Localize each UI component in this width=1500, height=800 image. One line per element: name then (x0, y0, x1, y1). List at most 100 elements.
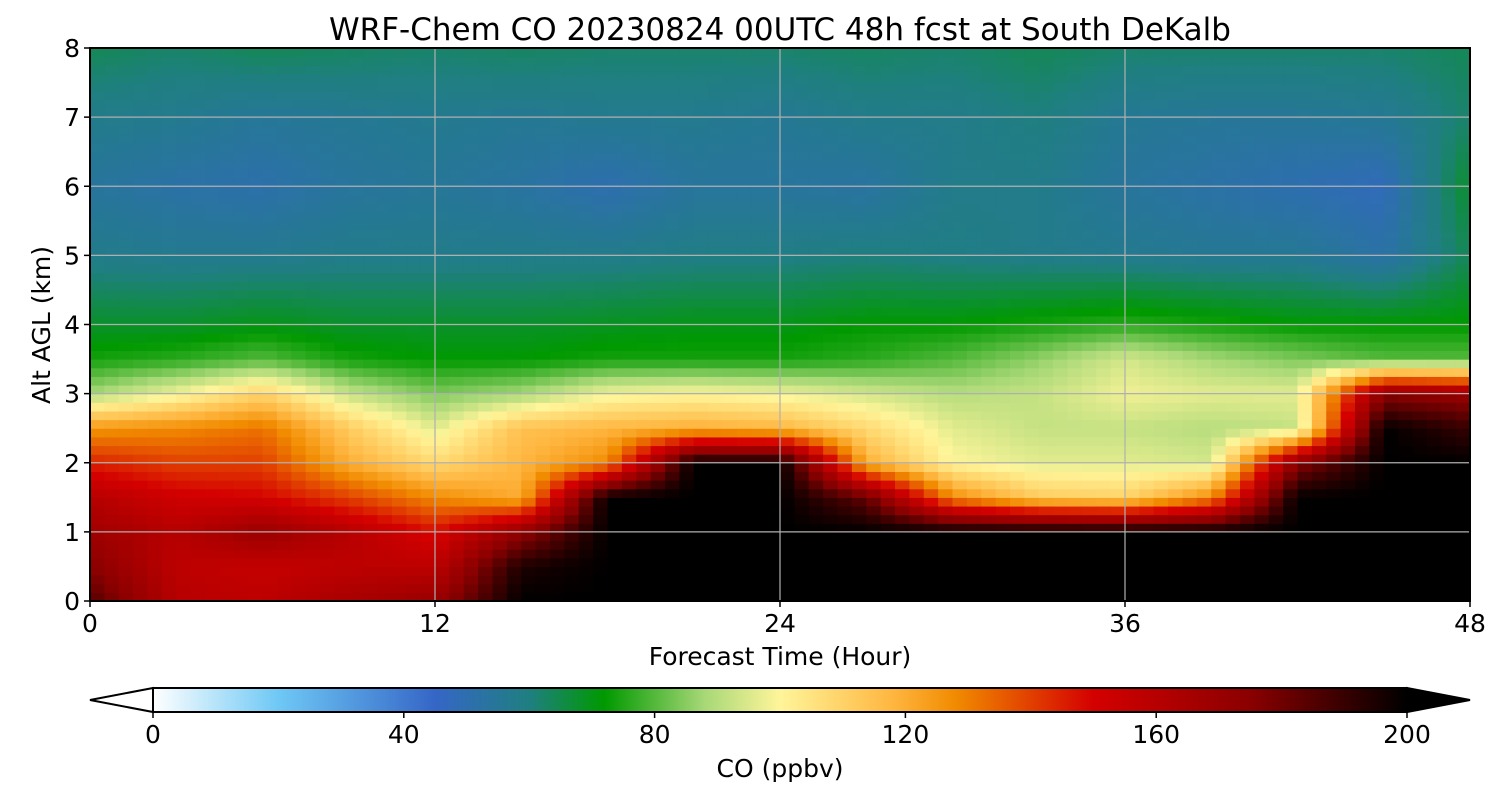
heatmap-cell (952, 428, 968, 438)
heatmap-cell (133, 255, 149, 265)
heatmap-cell (693, 480, 709, 490)
heatmap-cell (823, 125, 839, 136)
heatmap-cell (1053, 419, 1069, 429)
heatmap-cell (90, 454, 105, 464)
heatmap-cell (1038, 281, 1054, 291)
heatmap-cell (118, 289, 134, 300)
heatmap-cell (377, 566, 393, 576)
heatmap-cell (334, 238, 350, 248)
heatmap-cell (665, 289, 680, 300)
heatmap-cell (736, 428, 752, 438)
heatmap-cell (521, 255, 537, 265)
heatmap-cell (435, 583, 450, 593)
heatmap-cell (262, 212, 278, 222)
heatmap-cell (1096, 359, 1112, 369)
heatmap-cell (808, 125, 824, 136)
heatmap-cell (176, 238, 192, 248)
heatmap-cell (1139, 367, 1155, 377)
heatmap-cell (736, 307, 752, 317)
heatmap-cell (851, 505, 867, 516)
heatmap-cell (564, 324, 580, 334)
heatmap-cell (880, 523, 896, 533)
heatmap-cell (1038, 350, 1054, 360)
heatmap-cell (823, 272, 839, 282)
heatmap-cell (291, 497, 307, 507)
heatmap-cell (1067, 583, 1083, 593)
heatmap-cell (205, 376, 220, 386)
heatmap-cell (391, 497, 407, 507)
heatmap-cell (981, 324, 997, 334)
heatmap-cell (147, 255, 163, 265)
heatmap-cell (823, 151, 839, 161)
heatmap-cell (276, 307, 292, 317)
heatmap-cell (1081, 505, 1097, 516)
heatmap-cell (420, 376, 436, 386)
heatmap-cell (248, 108, 264, 118)
heatmap-cell (363, 272, 379, 282)
heatmap-cell (880, 350, 896, 360)
heatmap-cell (435, 557, 450, 568)
heatmap-cell (219, 359, 235, 369)
heatmap-cell (1168, 56, 1184, 66)
heatmap-cell (1010, 462, 1025, 472)
heatmap-cell (1168, 523, 1184, 533)
heatmap-cell (851, 324, 867, 334)
heatmap-cell (938, 350, 954, 360)
heatmap-cell (190, 177, 206, 187)
heatmap-cell (521, 212, 537, 222)
heatmap-cell (1125, 419, 1140, 429)
heatmap-cell (866, 376, 882, 386)
heatmap-cell (291, 575, 307, 585)
heatmap-cell (492, 436, 508, 447)
heatmap-cell (320, 445, 335, 455)
heatmap-cell (291, 514, 307, 524)
heatmap-cell (665, 298, 680, 308)
heatmap-cell (765, 56, 781, 66)
heatmap-cell (118, 203, 134, 213)
heatmap-cell (981, 298, 997, 308)
heatmap-cell (1081, 315, 1097, 326)
heatmap-cell (104, 238, 120, 248)
heatmap-cell (1139, 91, 1155, 101)
heatmap-cell (1053, 125, 1069, 136)
heatmap-cell (391, 583, 407, 593)
heatmap-cell (521, 203, 537, 213)
heatmap-cell (320, 125, 335, 136)
heatmap-cell (377, 264, 393, 274)
heatmap-cell (966, 48, 982, 58)
heatmap-cell (1110, 488, 1126, 498)
heatmap-cell (780, 359, 795, 369)
heatmap-cell (305, 471, 321, 481)
heatmap-cell (1053, 134, 1069, 144)
heatmap-cell (995, 462, 1011, 472)
heatmap-cell (492, 324, 508, 334)
heatmap-cell (1053, 108, 1069, 118)
heatmap-cell (492, 203, 508, 213)
heatmap-cell (1153, 436, 1169, 447)
heatmap-cell (1081, 168, 1097, 179)
heatmap-cell (665, 264, 680, 274)
heatmap-cell (837, 117, 853, 127)
heatmap-cell (693, 393, 709, 403)
heatmap-cell (205, 445, 220, 455)
heatmap-cell (665, 194, 680, 205)
heatmap-cell (765, 428, 781, 438)
heatmap-cell (1125, 480, 1140, 490)
heatmap-cell (320, 212, 335, 222)
heatmap-cell (995, 488, 1011, 498)
heatmap-cell (391, 592, 407, 601)
heatmap-cell (435, 324, 450, 334)
heatmap-cell (90, 471, 105, 481)
heatmap-cell (535, 289, 551, 300)
heatmap-cell (391, 341, 407, 352)
heatmap-cell (880, 367, 896, 377)
heatmap-cell (593, 384, 609, 395)
heatmap-cell (291, 557, 307, 568)
heatmap-cell (262, 549, 278, 559)
heatmap-cell (1024, 272, 1040, 282)
heatmap-cell (823, 575, 839, 585)
heatmap-cell (248, 436, 264, 447)
heatmap-cell (147, 454, 163, 464)
heatmap-cell (1010, 315, 1025, 326)
heatmap-cell (550, 203, 565, 213)
